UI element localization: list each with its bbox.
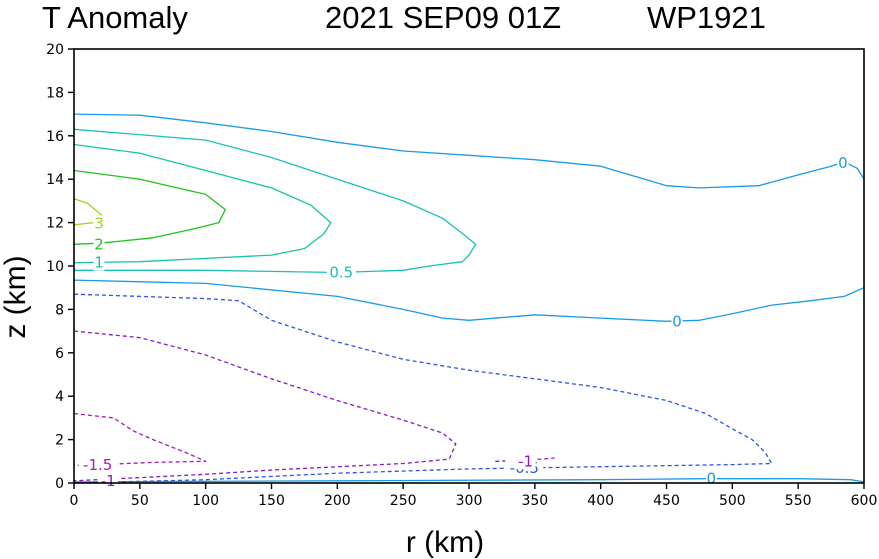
- contour-label-background: [837, 154, 849, 171]
- x-tick-label: 450: [653, 493, 680, 509]
- x-tick-label: 350: [521, 493, 548, 509]
- x-tick-label: 600: [851, 493, 878, 509]
- y-axis-ticks: 0 2 4 6 8 10 12 14 16 18 20: [46, 42, 74, 492]
- contour-label-background: [93, 254, 105, 271]
- y-tick-label: 14: [46, 172, 64, 188]
- x-tick-label: 150: [258, 493, 285, 509]
- contour-label-background: [93, 215, 105, 232]
- title-datetime: 2021 SEP09 01Z: [325, 0, 561, 35]
- contour-line-0.5: [73, 128, 477, 274]
- contour-label-background: [515, 453, 536, 470]
- x-tick-label: 50: [131, 493, 149, 509]
- contour-label: -1: [101, 472, 116, 490]
- y-tick-label: 10: [46, 259, 64, 275]
- y-tick-label: 16: [46, 129, 64, 145]
- y-tick-label: 6: [55, 346, 64, 362]
- y-tick-label: 20: [46, 42, 64, 58]
- x-tick-label: 200: [324, 493, 351, 509]
- x-tick-label: 400: [587, 493, 614, 509]
- contour-label: 0: [707, 470, 717, 488]
- contour-label: -1: [518, 452, 533, 470]
- y-tick-label: 0: [55, 476, 64, 492]
- contour-line-0: [73, 113, 865, 189]
- title-field: T Anomaly: [42, 0, 188, 35]
- contour-label: 2: [94, 235, 104, 253]
- contour-label: 0: [838, 154, 848, 172]
- contour-line--0.5: [73, 293, 773, 484]
- x-axis-label: r (km): [406, 526, 484, 559]
- y-axis-label: z (km): [0, 255, 32, 338]
- contour-line-2: [73, 169, 227, 245]
- y-tick-label: 12: [46, 216, 64, 232]
- contour-label-background: [326, 264, 356, 281]
- contour-line--1.5: [73, 412, 207, 467]
- x-tick-label: 500: [719, 493, 746, 509]
- contour-label: 3: [94, 215, 104, 233]
- contour-label: 1: [94, 254, 104, 272]
- x-tick-label: 550: [785, 493, 812, 509]
- contour-label-background: [705, 470, 717, 487]
- y-tick-label: 8: [55, 302, 64, 318]
- x-tick-label: 100: [192, 493, 219, 509]
- x-tick-label: 250: [390, 493, 417, 509]
- contour-line-0: [73, 279, 865, 322]
- contour-label: -1.5: [83, 456, 112, 474]
- contour-label: 0.5: [329, 264, 353, 282]
- contour-line--1: [73, 330, 457, 482]
- contour-label-background: [78, 457, 117, 474]
- contour-label-background: [93, 236, 105, 253]
- contour-line-1: [73, 143, 332, 264]
- contour-label: 0: [672, 312, 682, 330]
- chart-title: T Anomaly 2021 SEP09 01Z WP1921: [42, 0, 766, 35]
- contour-lines: [73, 113, 865, 484]
- x-axis-ticks: 0 50 100 150 200 250 300 350 400 450 500 550 600: [70, 483, 878, 509]
- plot-frame: [73, 48, 865, 484]
- y-tick-label: 2: [55, 433, 64, 449]
- contour-label-background: [98, 472, 119, 489]
- y-tick-label: 18: [46, 85, 64, 101]
- x-tick-label: 300: [456, 493, 483, 509]
- title-storm: WP1921: [647, 0, 766, 35]
- y-tick-label: 4: [55, 389, 64, 405]
- x-tick-label: 0: [70, 493, 79, 509]
- contour-label-background: [671, 313, 683, 330]
- contour-line--1: [495, 457, 555, 462]
